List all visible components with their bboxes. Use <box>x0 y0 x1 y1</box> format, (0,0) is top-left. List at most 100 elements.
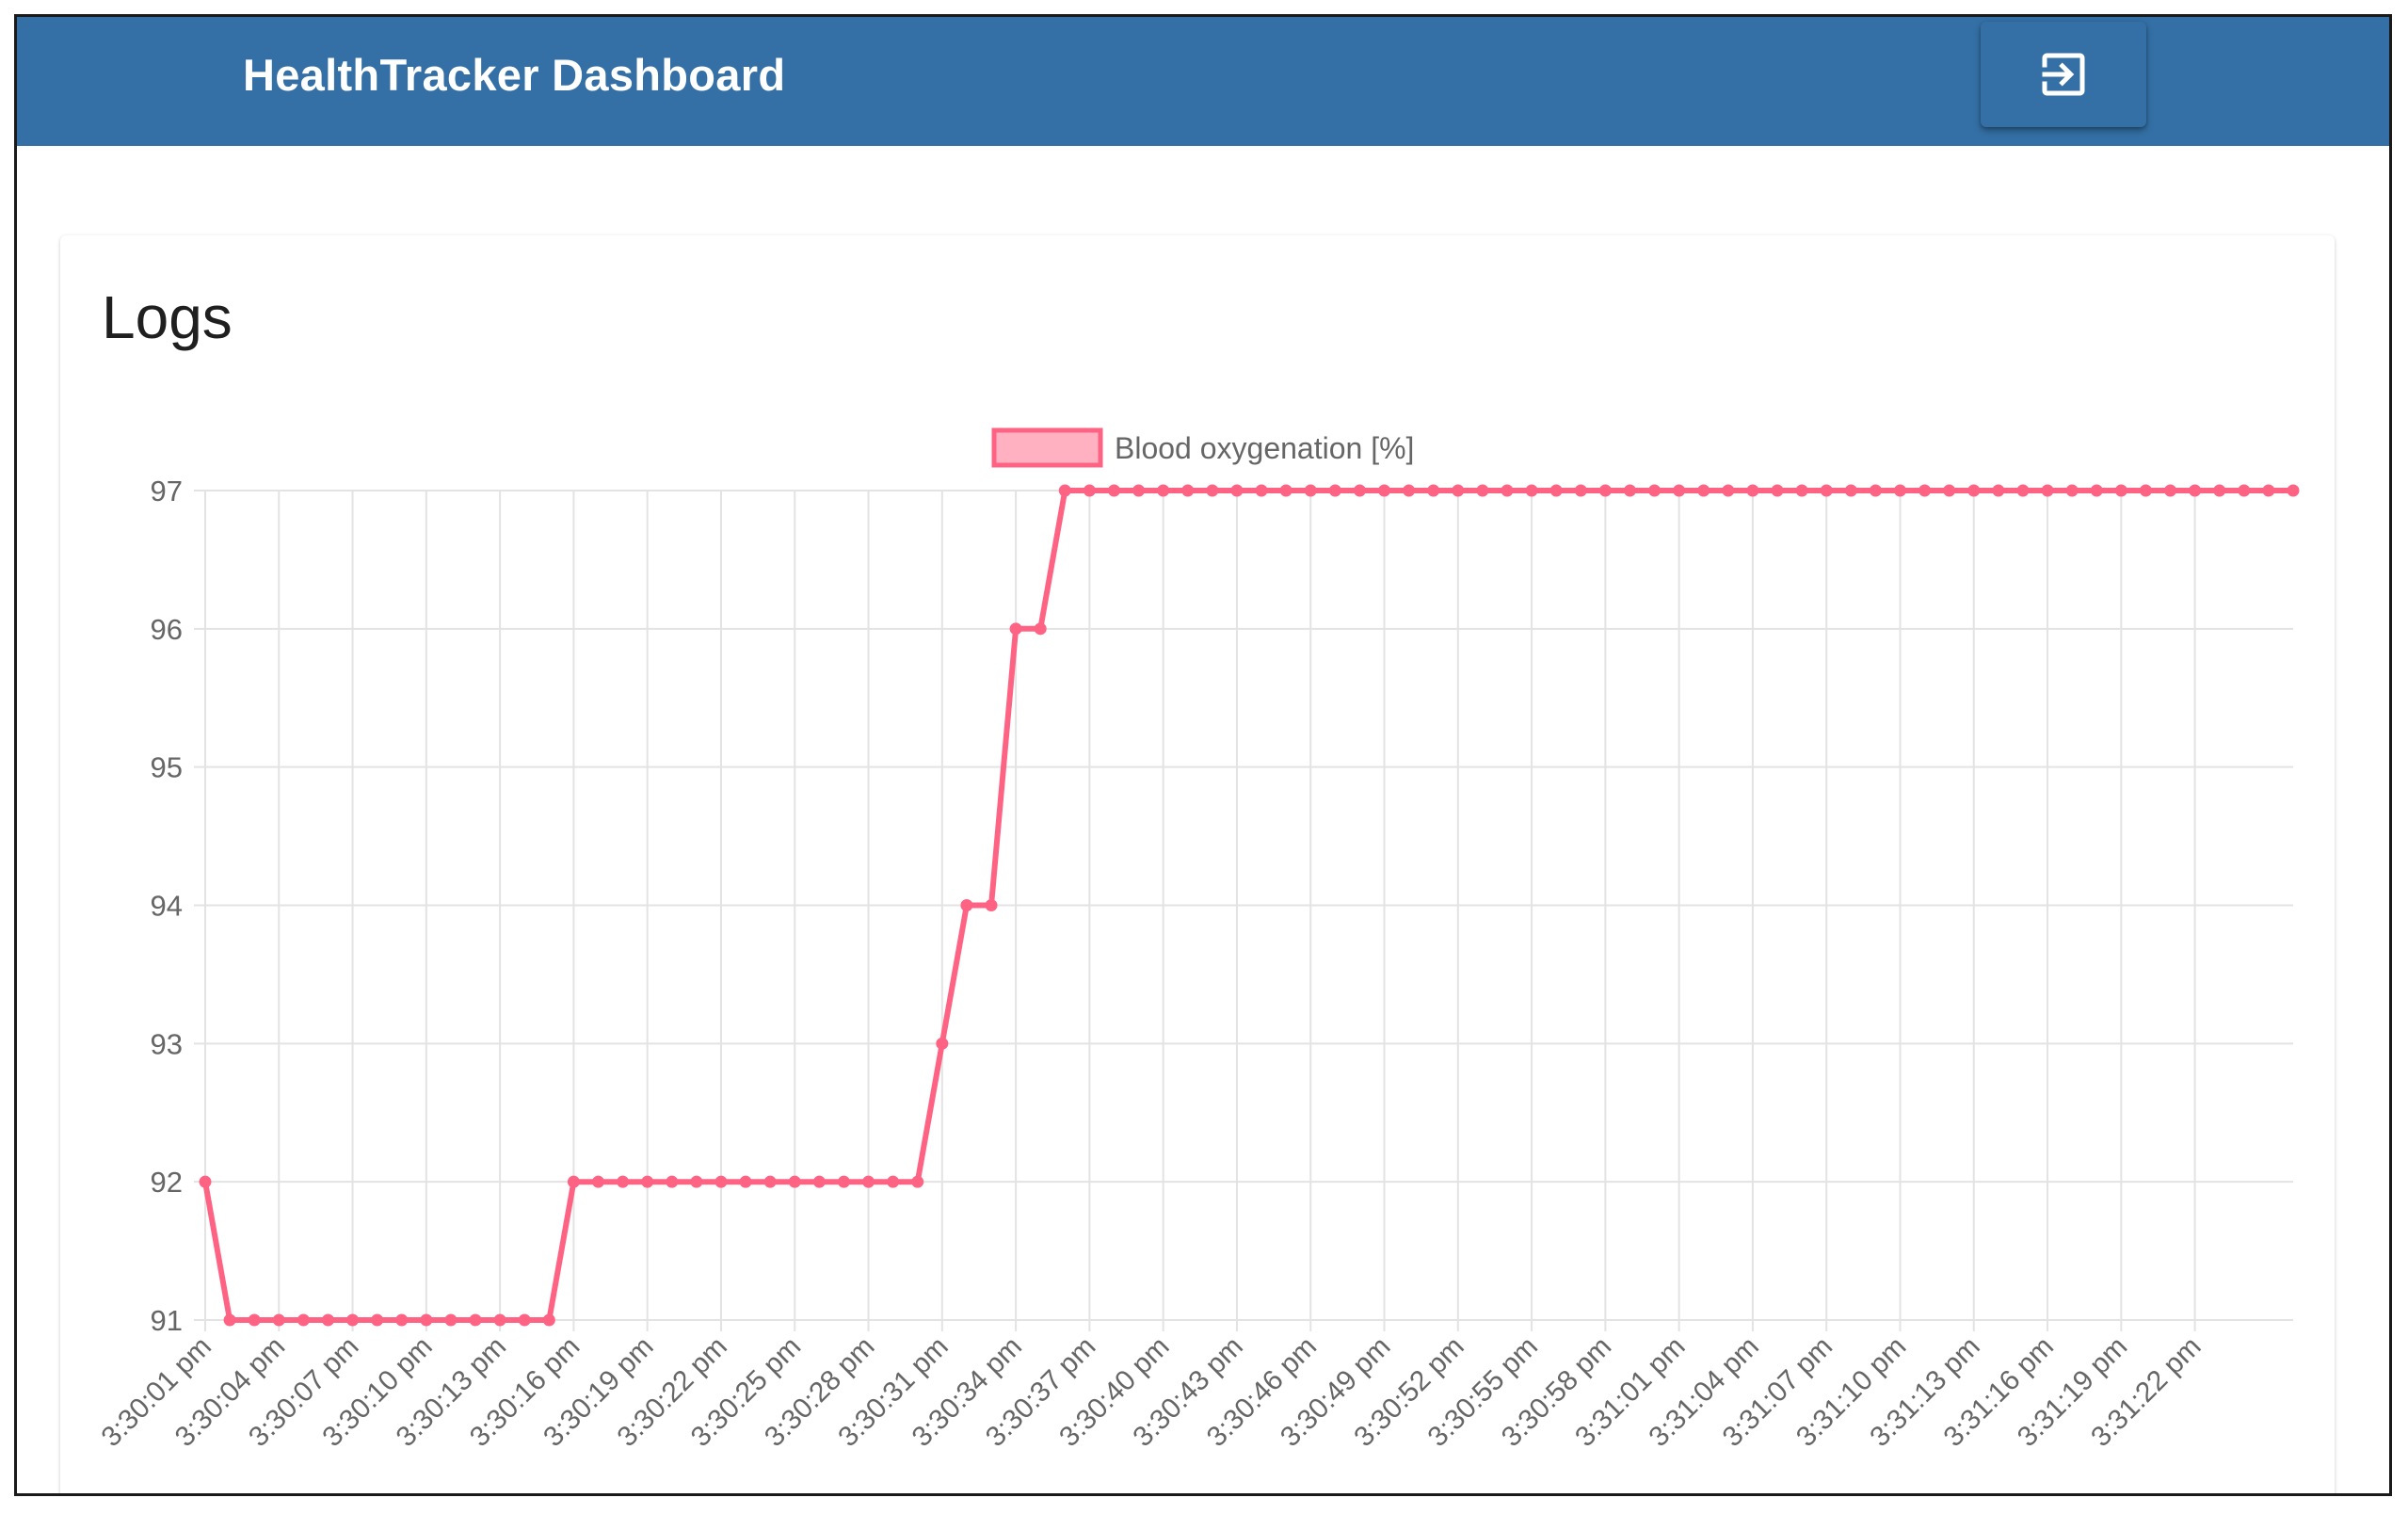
logs-card: Logs 91 92 93 94 95 96 97 3:30:01 pm 3:30:04 pm 3… <box>60 235 2335 1493</box>
chart-grid <box>194 490 2293 1331</box>
data-point[interactable] <box>887 1175 900 1188</box>
data-point[interactable] <box>2065 484 2079 497</box>
data-point[interactable] <box>641 1175 654 1188</box>
legend-label: Blood oxygenation [%] <box>1115 431 1414 465</box>
data-point[interactable] <box>1820 484 1833 497</box>
data-point[interactable] <box>2139 484 2152 497</box>
app-window: HealthTracker Dashboard Logs 91 92 93 94 95 9… <box>14 14 2392 1496</box>
data-point[interactable] <box>2213 484 2226 497</box>
legend-swatch <box>991 427 1103 468</box>
data-point[interactable] <box>788 1175 801 1188</box>
data-point[interactable] <box>346 1313 360 1327</box>
data-point[interactable] <box>2114 484 2127 497</box>
data-point[interactable] <box>862 1175 875 1188</box>
data-point[interactable] <box>1549 484 1563 497</box>
data-point[interactable] <box>617 1175 630 1188</box>
data-point[interactable] <box>1771 484 1784 497</box>
data-point[interactable] <box>1279 484 1292 497</box>
data-point[interactable] <box>1673 484 1686 497</box>
data-point[interactable] <box>985 899 998 911</box>
data-point[interactable] <box>1034 622 1047 636</box>
data-point[interactable] <box>1967 484 1981 497</box>
data-point[interactable] <box>2041 484 2054 497</box>
data-point[interactable] <box>1648 484 1662 497</box>
data-point[interactable] <box>1304 484 1317 497</box>
data-point[interactable] <box>395 1313 409 1327</box>
y-tick-label: 96 <box>151 613 183 646</box>
data-point[interactable] <box>1869 484 1882 497</box>
data-point[interactable] <box>2016 484 2030 497</box>
data-point[interactable] <box>1574 484 1587 497</box>
data-point[interactable] <box>223 1313 236 1327</box>
data-point[interactable] <box>469 1313 482 1327</box>
data-point[interactable] <box>371 1313 384 1327</box>
data-point[interactable] <box>1623 484 1636 497</box>
data-point[interactable] <box>1083 484 1096 497</box>
data-point[interactable] <box>518 1313 531 1327</box>
data-point[interactable] <box>1844 484 1857 497</box>
data-point[interactable] <box>1058 484 1071 497</box>
data-point[interactable] <box>1009 622 1022 636</box>
data-point[interactable] <box>1353 484 1366 497</box>
data-point[interactable] <box>2287 484 2300 497</box>
data-point[interactable] <box>1452 484 1465 497</box>
data-point[interactable] <box>1501 484 1514 497</box>
data-point[interactable] <box>2262 484 2275 497</box>
data-point[interactable] <box>321 1313 334 1327</box>
data-point[interactable] <box>420 1313 433 1327</box>
data-point[interactable] <box>2238 484 2251 497</box>
data-point[interactable] <box>1893 484 1906 497</box>
data-point[interactable] <box>444 1313 458 1327</box>
data-point[interactable] <box>1918 484 1932 497</box>
data-point[interactable] <box>690 1175 703 1188</box>
y-tick-label: 93 <box>151 1027 183 1060</box>
data-point[interactable] <box>763 1175 777 1188</box>
data-point[interactable] <box>714 1175 728 1188</box>
data-point[interactable] <box>1722 484 1735 497</box>
data-point[interactable] <box>1206 484 1219 497</box>
data-point[interactable] <box>1328 484 1341 497</box>
data-point[interactable] <box>592 1175 605 1188</box>
data-point[interactable] <box>1598 484 1612 497</box>
data-point[interactable] <box>1378 484 1391 497</box>
data-point[interactable] <box>1157 484 1170 497</box>
data-point[interactable] <box>936 1037 949 1050</box>
data-point[interactable] <box>1992 484 2005 497</box>
data-point[interactable] <box>1525 484 1538 497</box>
y-tick-label: 92 <box>151 1166 183 1199</box>
data-point[interactable] <box>297 1313 310 1327</box>
data-point[interactable] <box>1255 484 1268 497</box>
chart-legend[interactable]: Blood oxygenation [%] <box>991 427 1414 468</box>
data-point[interactable] <box>812 1175 826 1188</box>
data-point[interactable] <box>1403 484 1416 497</box>
data-point[interactable] <box>567 1175 580 1188</box>
data-point[interactable] <box>1697 484 1710 497</box>
data-point[interactable] <box>960 899 973 911</box>
data-point[interactable] <box>1427 484 1440 497</box>
data-point[interactable] <box>1230 484 1244 497</box>
data-point[interactable] <box>837 1175 850 1188</box>
data-point[interactable] <box>272 1313 285 1327</box>
logout-button[interactable] <box>1981 22 2146 127</box>
data-point[interactable] <box>1181 484 1195 497</box>
data-point[interactable] <box>1107 484 1120 497</box>
data-point[interactable] <box>493 1313 506 1327</box>
data-point[interactable] <box>2164 484 2177 497</box>
data-point[interactable] <box>248 1313 261 1327</box>
data-point[interactable] <box>911 1175 924 1188</box>
data-point[interactable] <box>666 1175 679 1188</box>
data-point[interactable] <box>1746 484 1759 497</box>
data-point[interactable] <box>199 1175 212 1188</box>
data-point[interactable] <box>1476 484 1489 497</box>
data-point[interactable] <box>2090 484 2103 497</box>
data-point[interactable] <box>2189 484 2202 497</box>
data-point[interactable] <box>1795 484 1808 497</box>
data-point[interactable] <box>542 1313 555 1327</box>
data-point[interactable] <box>739 1175 752 1188</box>
data-point[interactable] <box>1943 484 1956 497</box>
y-tick-label: 91 <box>151 1304 183 1337</box>
data-point[interactable] <box>1132 484 1146 497</box>
card-title: Logs <box>102 283 233 351</box>
